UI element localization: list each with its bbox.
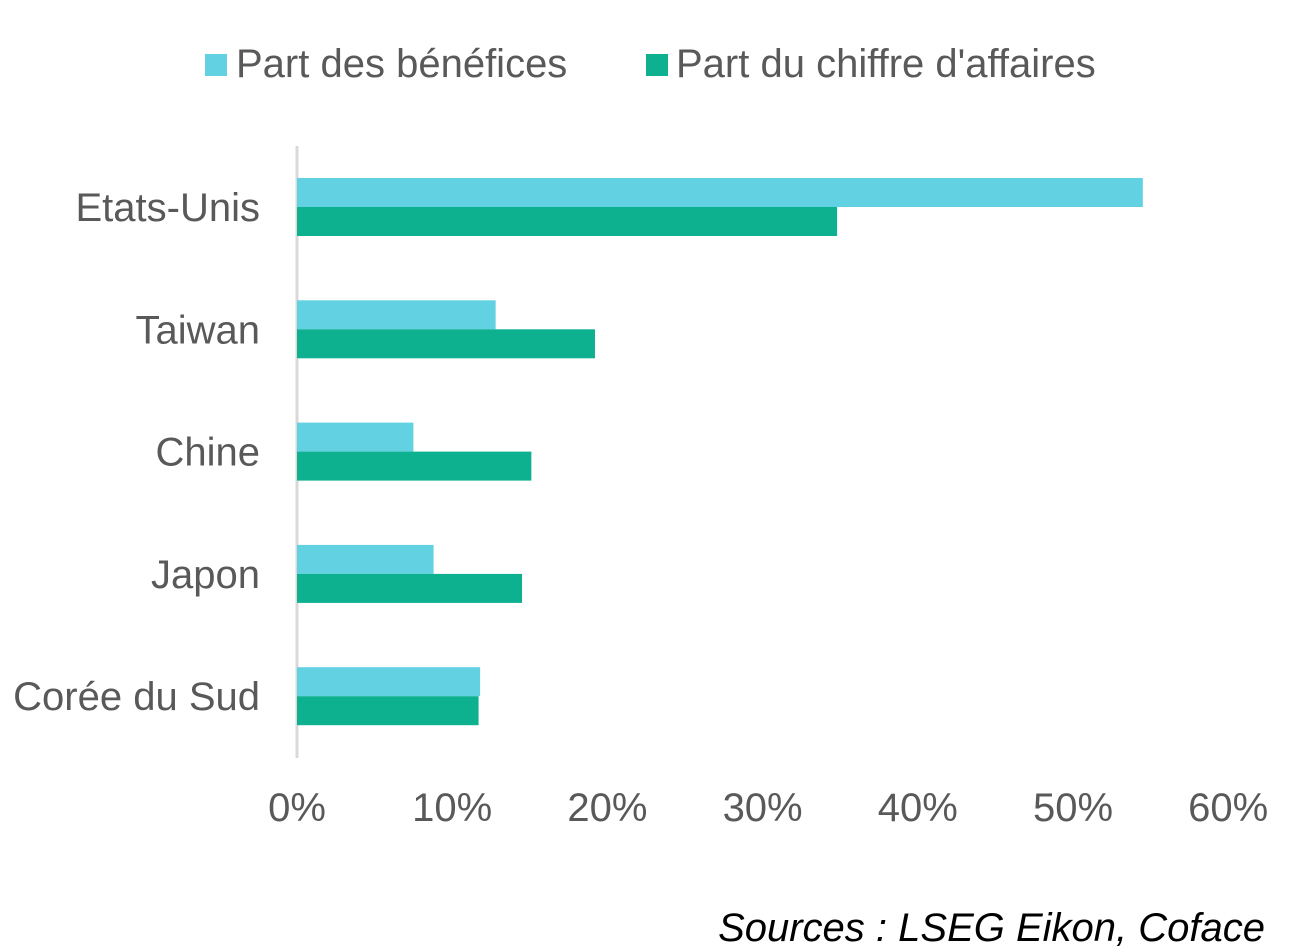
bar-japon-part-du-chiffre-d-affaires [297,573,523,603]
legend-swatch-part-des-benefices [205,54,227,76]
legend-swatch-part-du-chiffre-d-affaires [646,54,668,76]
x-tick-label-10: 10% [412,786,492,830]
legend: Part des bénéfices Part du chiffre d'affa… [205,42,1096,86]
bar-etats-unis-part-des-benefices [297,178,1143,207]
bar-chine-part-du-chiffre-d-affaires [297,451,532,481]
source-note: Sources : LSEG Eikon, Coface [718,906,1265,950]
legend-label-part-des-benefices: Part des bénéfices [236,42,567,86]
bar-etats-unis-part-du-chiffre-d-affaires [297,207,838,236]
x-tick-label-60: 60% [1188,786,1268,830]
category-label-japon: Japon [151,553,260,597]
category-label-coree-du-sud: Corée du Sud [13,675,260,719]
bar-japon-part-des-benefices [297,544,434,574]
x-tick-labels: 0% 10% 20% 30% 40% 50% 60% [268,786,1268,830]
bar-chine-part-des-benefices [297,422,414,452]
category-label-chine: Chine [155,431,260,475]
x-tick-label-30: 30% [723,786,803,830]
category-labels: Etats-Unis Taiwan Chine Japon Corée du Sud [13,186,260,719]
bars [297,178,1143,726]
x-tick-label-0: 0% [268,786,326,830]
category-label-etats-unis: Etats-Unis [76,186,261,230]
bar-taiwan-part-du-chiffre-d-affaires [297,329,595,359]
bar-coree-du-sud-part-des-benefices [297,667,481,697]
x-tick-label-40: 40% [878,786,958,830]
bar-coree-du-sud-part-du-chiffre-d-affaires [297,696,479,726]
legend-label-part-du-chiffre-d-affaires: Part du chiffre d'affaires [676,42,1096,86]
x-tick-label-20: 20% [567,786,647,830]
x-tick-label-50: 50% [1033,786,1113,830]
category-label-taiwan: Taiwan [135,308,260,352]
bar-taiwan-part-des-benefices [297,300,496,330]
